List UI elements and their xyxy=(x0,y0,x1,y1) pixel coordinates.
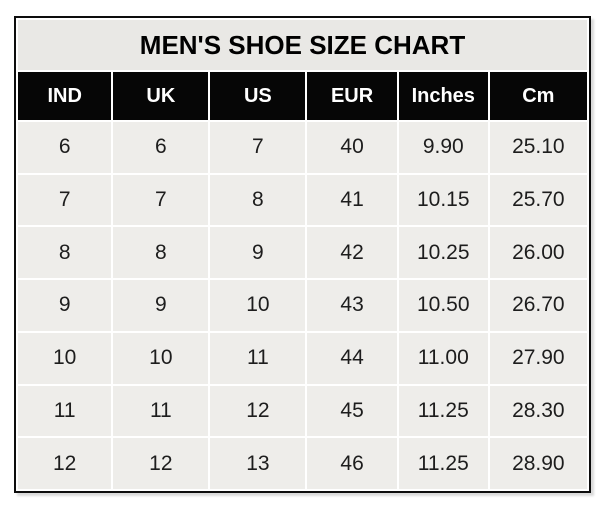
table-row: 9 9 10 43 10.50 26.70 xyxy=(18,280,587,331)
column-header: EUR xyxy=(307,72,397,120)
table-cell: 10 xyxy=(18,332,112,384)
table-cell: 10.50 xyxy=(398,280,488,331)
size-chart-table: MEN'S SHOE SIZE CHART IND UK US EUR Inches Cm… xyxy=(16,18,589,491)
column-header: US xyxy=(210,72,306,120)
header-row: IND UK US EUR Inches Cm xyxy=(18,72,587,120)
column-header: Cm xyxy=(489,72,587,120)
table-cell: 42 xyxy=(307,227,397,279)
table-cell: 12 xyxy=(113,438,209,489)
table-cell: 10 xyxy=(210,280,306,331)
table-cell: 11 xyxy=(210,332,306,384)
table-cell: 7 xyxy=(113,174,209,226)
table-cell: 25.70 xyxy=(489,174,587,226)
table-cell: 6 xyxy=(18,122,112,173)
column-header: UK xyxy=(113,72,209,120)
table-cell: 11.25 xyxy=(398,385,488,437)
table-cell: 10.15 xyxy=(398,174,488,226)
page-title: MEN'S SHOE SIZE CHART xyxy=(18,20,587,70)
table-cell: 7 xyxy=(18,174,112,226)
table-cell: 9 xyxy=(18,280,112,331)
table-cell: 11 xyxy=(18,385,112,437)
title-row: MEN'S SHOE SIZE CHART xyxy=(18,20,587,70)
table-cell: 26.00 xyxy=(489,227,587,279)
table-cell: 9 xyxy=(210,227,306,279)
table-cell: 11.00 xyxy=(398,332,488,384)
table-body: 6 6 7 40 9.90 25.10 7 7 8 41 10.15 25.70 8 8 9 42 10.25 2… xyxy=(18,122,587,489)
table-cell: 10.25 xyxy=(398,227,488,279)
table-cell: 43 xyxy=(307,280,397,331)
table-row: 11 11 12 45 11.25 28.30 xyxy=(18,385,587,437)
table-row: 8 8 9 42 10.25 26.00 xyxy=(18,227,587,279)
table-cell: 9.90 xyxy=(398,122,488,173)
table-row: 10 10 11 44 11.00 27.90 xyxy=(18,332,587,384)
table-cell: 40 xyxy=(307,122,397,173)
table-row: 6 6 7 40 9.90 25.10 xyxy=(18,122,587,173)
table-cell: 7 xyxy=(210,122,306,173)
table-cell: 6 xyxy=(113,122,209,173)
table-cell: 45 xyxy=(307,385,397,437)
table-cell: 44 xyxy=(307,332,397,384)
table-cell: 11.25 xyxy=(398,438,488,489)
table-cell: 27.90 xyxy=(489,332,587,384)
table-cell: 11 xyxy=(113,385,209,437)
table-cell: 28.30 xyxy=(489,385,587,437)
table-cell: 10 xyxy=(113,332,209,384)
table-cell: 8 xyxy=(113,227,209,279)
table-cell: 12 xyxy=(210,385,306,437)
column-header: Inches xyxy=(398,72,488,120)
table-cell: 28.90 xyxy=(489,438,587,489)
table-cell: 41 xyxy=(307,174,397,226)
table-cell: 12 xyxy=(18,438,112,489)
shoe-size-chart: MEN'S SHOE SIZE CHART IND UK US EUR Inches Cm… xyxy=(14,16,591,493)
table-row: 7 7 8 41 10.15 25.70 xyxy=(18,174,587,226)
table-cell: 13 xyxy=(210,438,306,489)
column-header: IND xyxy=(18,72,112,120)
table-cell: 9 xyxy=(113,280,209,331)
table-row: 12 12 13 46 11.25 28.90 xyxy=(18,438,587,489)
table-cell: 8 xyxy=(18,227,112,279)
table-cell: 46 xyxy=(307,438,397,489)
table-cell: 25.10 xyxy=(489,122,587,173)
table-cell: 8 xyxy=(210,174,306,226)
table-cell: 26.70 xyxy=(489,280,587,331)
